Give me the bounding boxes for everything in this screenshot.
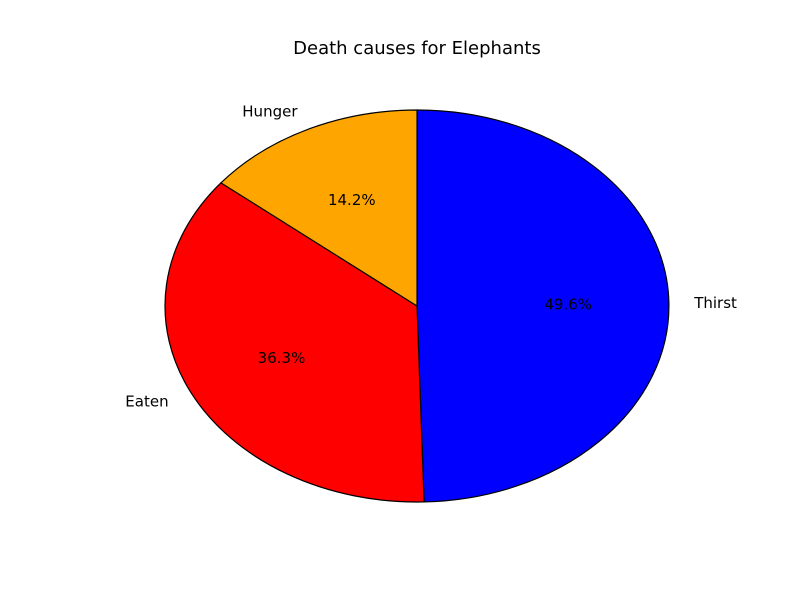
- pie-slice-thirst: [416, 109, 670, 503]
- pie-percent-label-eaten: 36.3%: [258, 349, 306, 367]
- pie-labels: 49.6% Thirst 36.3% Eaten 14.2% Hunger: [125, 103, 737, 411]
- pie-percent-label-hunger: 14.2%: [328, 191, 376, 209]
- pie-category-label-hunger: Hunger: [242, 103, 298, 121]
- pie-category-label-eaten: Eaten: [125, 393, 168, 411]
- pie-slice-hunger: [220, 109, 418, 307]
- pie-slices: [164, 109, 670, 503]
- chart-title: Death causes for Elephants: [293, 38, 541, 59]
- pie-percent-label-thirst: 49.6%: [544, 295, 592, 313]
- pie-category-label-thirst: Thirst: [693, 294, 737, 312]
- pie-slice-eaten: [164, 182, 425, 503]
